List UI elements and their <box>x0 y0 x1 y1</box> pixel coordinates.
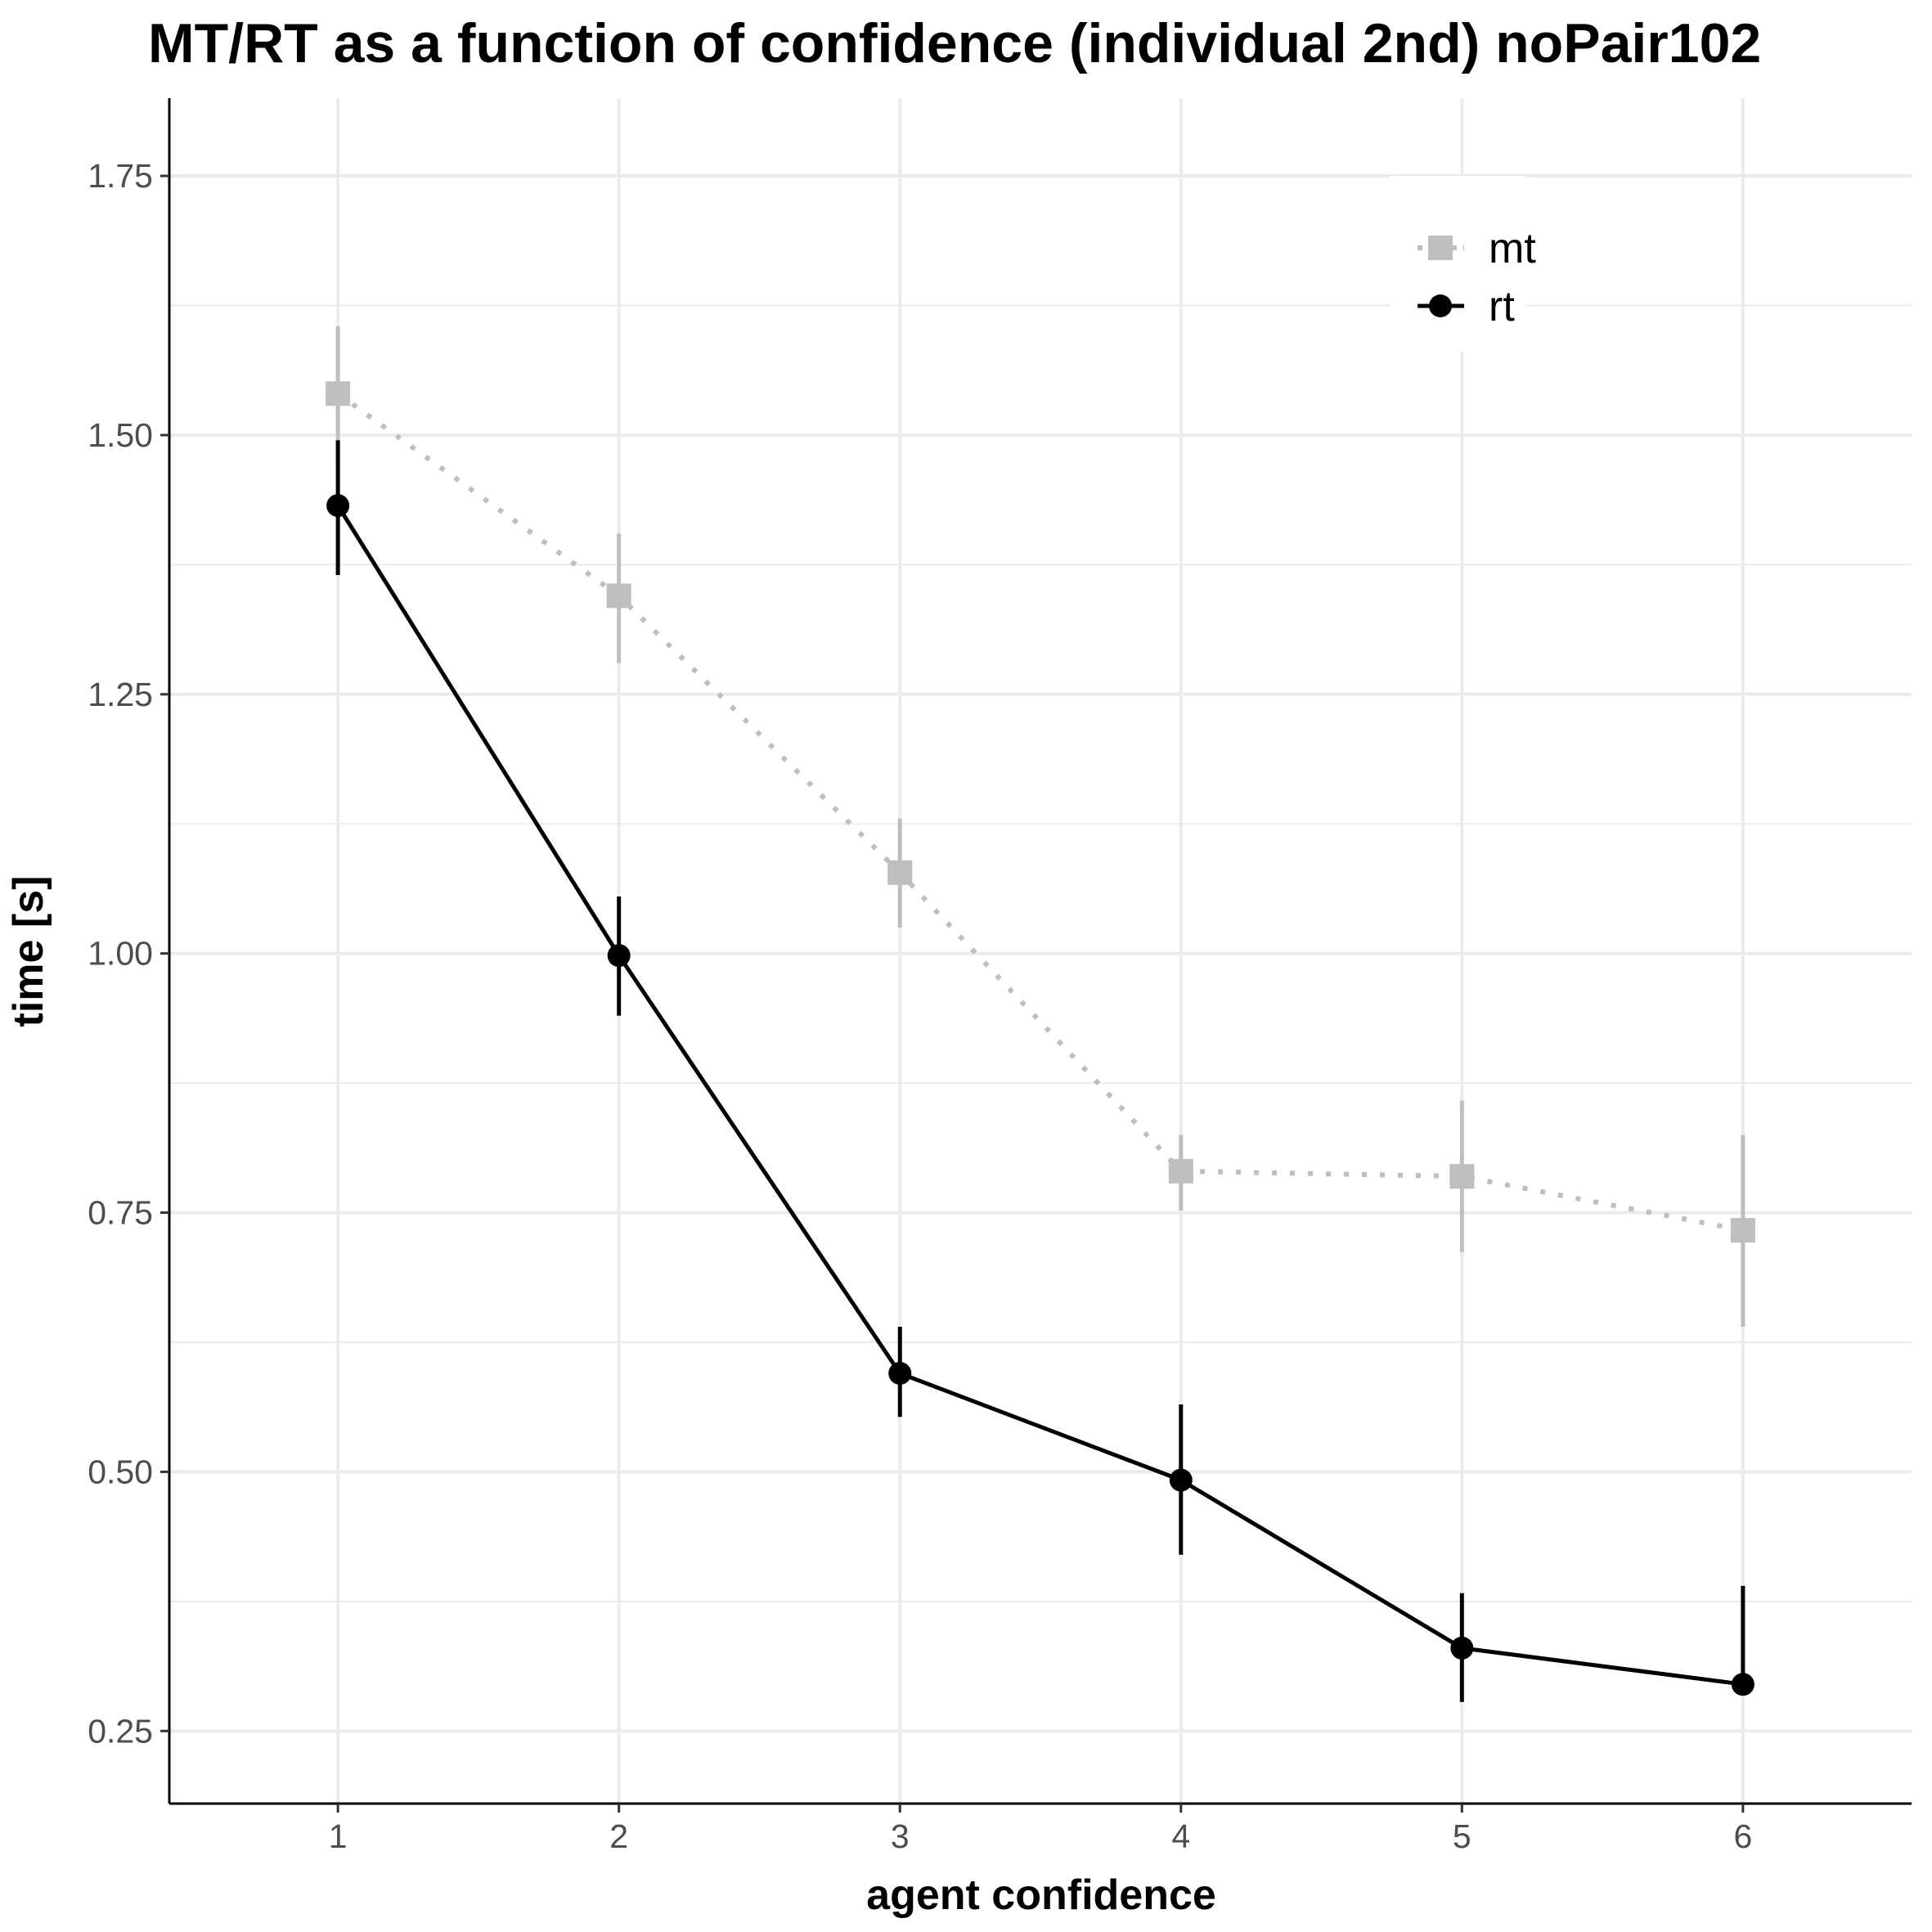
x-tick-label: 2 <box>609 1817 628 1855</box>
rt-point <box>1169 1468 1193 1492</box>
x-tick-label: 3 <box>891 1817 910 1855</box>
x-tick-label: 4 <box>1171 1817 1190 1855</box>
legend-background <box>1391 176 1525 352</box>
grid <box>169 98 1912 1804</box>
x-tick-label: 1 <box>329 1817 348 1855</box>
x-tick-label: 6 <box>1733 1817 1752 1855</box>
chart-title: MT/RT as a function of confidence (indiv… <box>148 12 1761 74</box>
y-tick-label: 1.50 <box>88 416 153 454</box>
rt-point <box>888 1361 912 1385</box>
y-tick-label: 1.00 <box>88 935 153 973</box>
mt-point <box>1168 1158 1193 1184</box>
x-axis-title: agent confidence <box>866 1871 1216 1919</box>
rt-point <box>1450 1636 1474 1660</box>
mt-point <box>606 583 631 609</box>
mt-point <box>1449 1164 1475 1189</box>
rt-point <box>1731 1673 1755 1696</box>
axes <box>168 98 1912 1805</box>
y-tick-label: 0.75 <box>88 1194 153 1232</box>
legend-label-rt: rt <box>1489 283 1515 330</box>
y-axis-title: time [s] <box>5 876 52 1027</box>
x-tick-label: 5 <box>1453 1817 1471 1855</box>
legend-key-marker-rt <box>1429 294 1452 317</box>
rt-point <box>326 494 350 518</box>
series-mt <box>326 326 1755 1327</box>
y-tick-label: 0.25 <box>88 1712 153 1750</box>
legend-label-mt: mt <box>1489 225 1536 272</box>
y-tick-label: 1.75 <box>88 157 153 195</box>
mt-point <box>326 381 351 407</box>
legend-key-marker-mt <box>1428 236 1453 260</box>
legend: mt rt <box>1391 176 1536 352</box>
rt-line <box>335 504 1744 1687</box>
y-tick-label: 1.25 <box>88 676 153 713</box>
y-tick-label: 0.50 <box>88 1453 153 1490</box>
mt-line <box>336 391 1744 1233</box>
series-rt <box>326 440 1755 1702</box>
mt-point <box>1730 1218 1755 1243</box>
mt-point <box>887 860 913 885</box>
ticks: 0.25 0.50 0.75 1.00 1.25 1.50 1.75 1 2 3 4 5 6 <box>88 157 1752 1855</box>
rt-point <box>607 944 631 968</box>
